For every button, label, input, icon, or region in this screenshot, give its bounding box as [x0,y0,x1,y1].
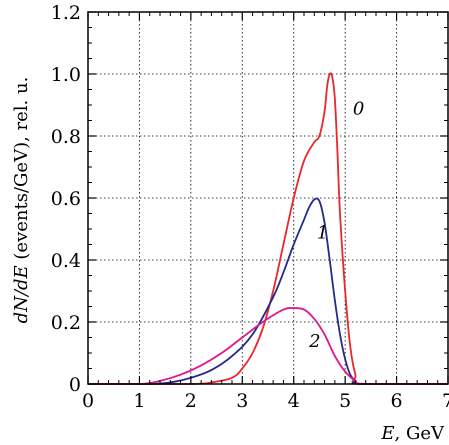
x-tick-label: 3 [236,390,248,412]
x-tick-label: 1 [133,390,145,412]
series-label-1: 1 [317,222,328,243]
y-tick-label: 0.8 [51,126,81,148]
y-tick-label: 1.0 [51,64,81,86]
x-tick-label: 5 [339,390,351,412]
series-label-2: 2 [308,331,320,352]
y-tick-label: 0.2 [51,312,81,334]
x-tick-label: 6 [391,390,403,412]
x-tick-label: 4 [288,390,300,412]
series-line-1 [87,197,448,385]
y-tick-label: 0 [69,374,81,396]
axis-ticks [87,11,449,385]
grid [88,12,448,384]
tick-labels: 0 1 2 3 4 5 6 7 0 0.2 0.4 0.6 0.8 1.0 1.2 [51,2,449,412]
series-label-0: 0 [353,98,364,119]
y-tick-label: 1.2 [51,2,81,24]
x-tick-label: 0 [82,390,94,412]
x-tick-label: 2 [185,390,197,412]
series-line-0 [87,72,448,385]
y-tick-label: 0.4 [51,250,81,272]
x-tick-label: 7 [442,390,449,412]
y-axis-label: dN/dE (events/GeV), rel. u. [11,77,32,324]
y-tick-label: 0.6 [51,188,81,210]
x-axis-label: E, GeV [380,423,445,444]
series-line-2 [87,307,448,385]
series-lines [87,72,448,385]
series-labels: 0 1 2 [308,98,364,351]
